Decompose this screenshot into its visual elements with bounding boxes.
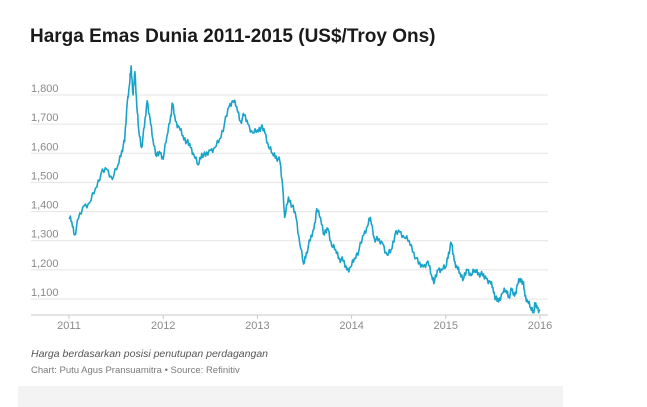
x-tick-label: 2012	[151, 320, 175, 332]
chart-source: Chart: Putu Agus Pransuamitra • Source: …	[31, 365, 240, 376]
x-axis-tick-labels: 2011 2012 2013 2014 2015 2016	[57, 315, 552, 332]
y-tick-label: 1,200	[31, 258, 59, 270]
chart-title: Harga Emas Dunia 2011-2015 (US$/Troy Ons…	[30, 26, 436, 47]
x-tick-label: 2015	[434, 320, 458, 332]
y-axis-tick-labels: 1,100 1,200 1,300 1,400 1,500 1,600 1,700 1,800	[31, 83, 59, 299]
y-tick-label: 1,600	[31, 141, 59, 153]
x-tick-label: 2013	[245, 320, 269, 332]
price-line	[68, 65, 541, 314]
y-tick-label: 1,400	[31, 200, 59, 212]
x-tick-label: 2016	[528, 320, 552, 332]
y-tick-label: 1,700	[31, 112, 59, 124]
series-layer	[68, 65, 541, 314]
x-tick-label: 2011	[57, 320, 81, 332]
y-tick-label: 1,100	[31, 287, 59, 299]
x-tick-label: 2014	[339, 320, 363, 332]
gold-price-chart: 1,100 1,200 1,300 1,400 1,500 1,600 1,700 1,800…	[31, 65, 552, 332]
chart-note: Harga berdasarkan posisi penutupan perda…	[31, 348, 269, 360]
y-tick-label: 1,500	[31, 170, 59, 182]
y-tick-label: 1,800	[31, 83, 59, 95]
y-tick-label: 1,300	[31, 229, 59, 241]
footer-bar	[18, 386, 563, 407]
gridlines	[31, 94, 548, 300]
